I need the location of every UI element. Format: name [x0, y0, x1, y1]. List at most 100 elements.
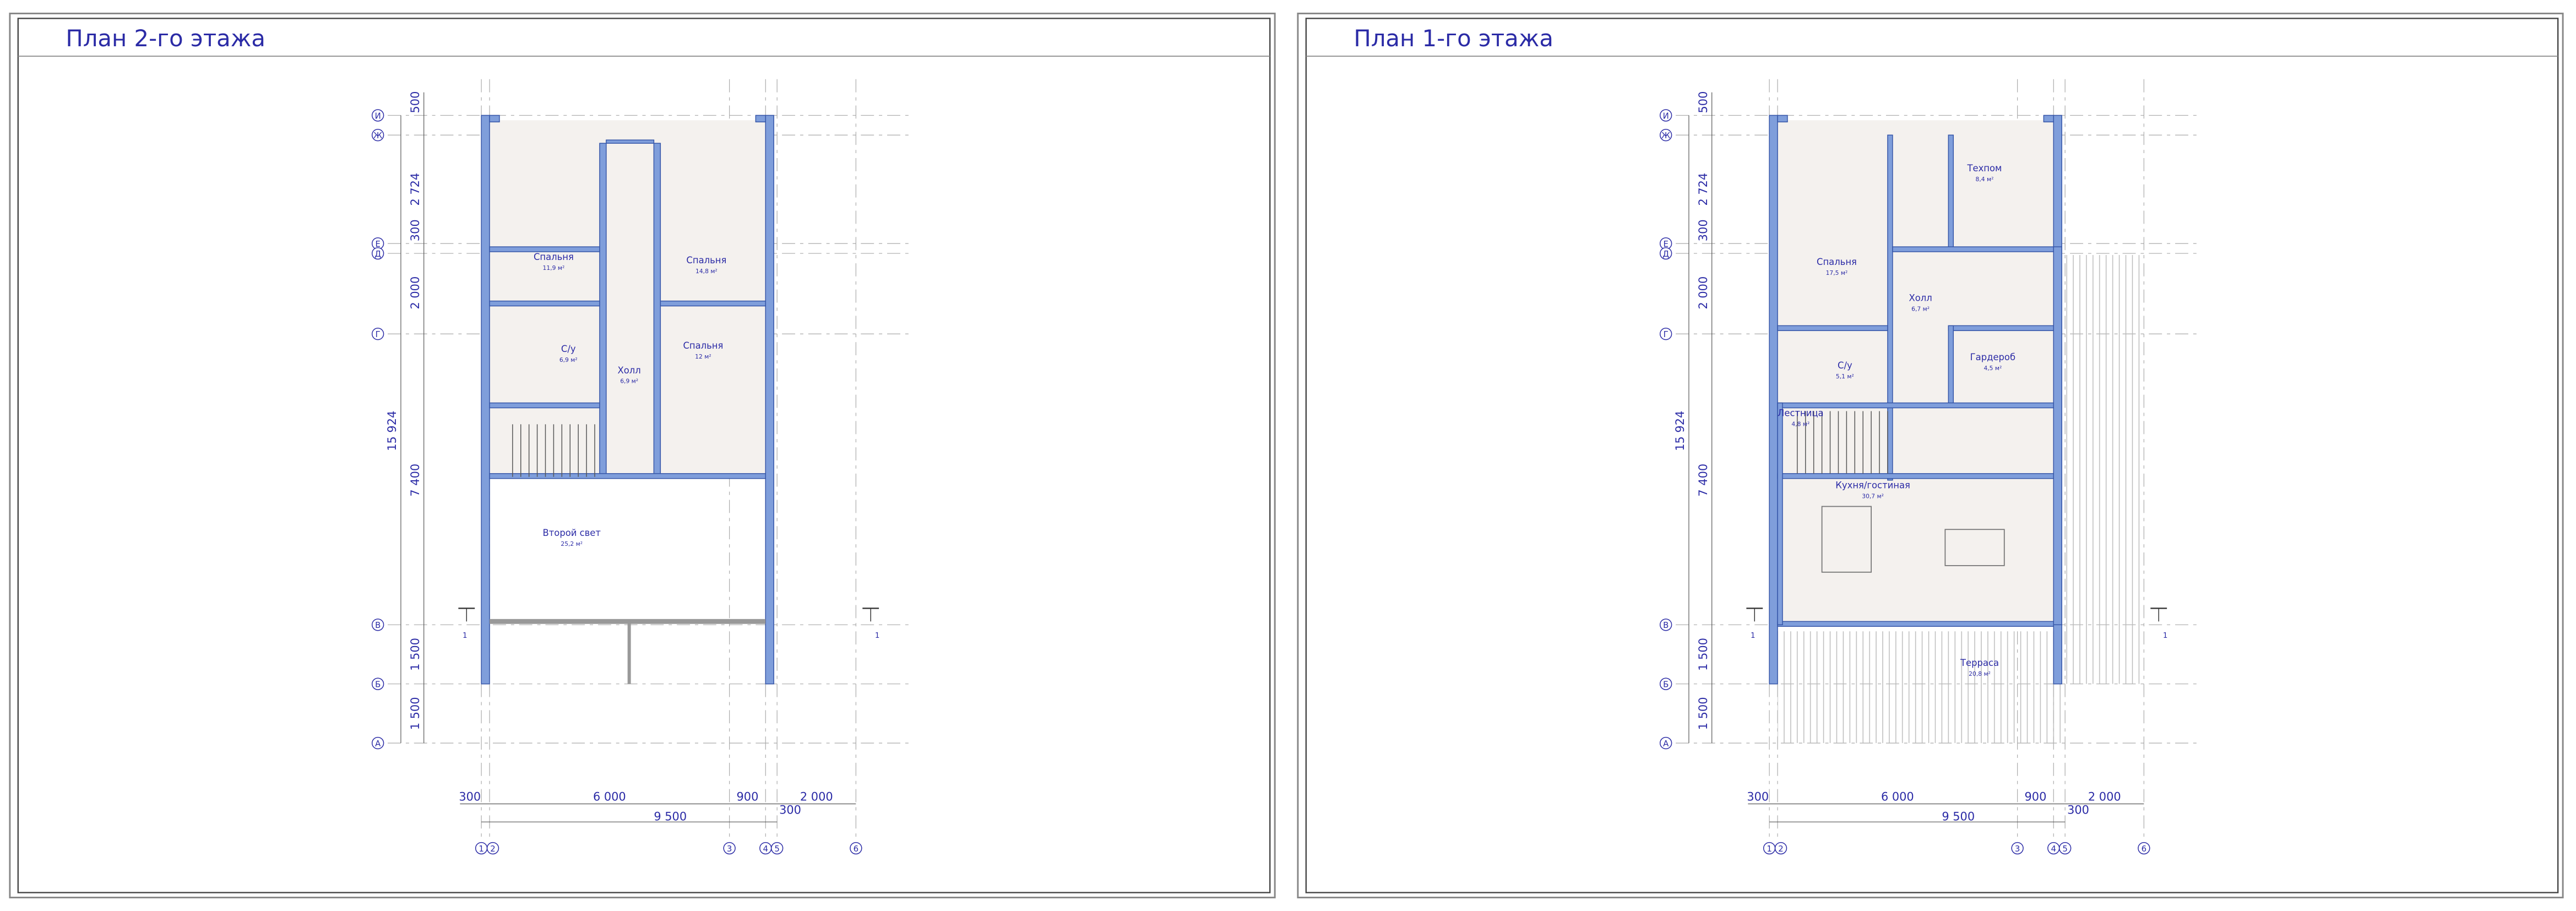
wall	[1777, 325, 1888, 332]
room-area: 14,8 м²	[695, 268, 718, 275]
room-area: 12 м²	[695, 353, 711, 360]
room-area: 4,5 м²	[1983, 365, 2002, 372]
sheet-title: План 1-го этажа	[1354, 25, 1553, 52]
room-area: 8,4 м²	[1976, 176, 1994, 183]
axis-number: 4	[2051, 844, 2056, 854]
axis-letter: В	[1663, 620, 1669, 630]
room-name: Холл	[1909, 293, 1932, 303]
axis-bubble	[371, 736, 384, 750]
room-area: 5,1 м²	[1836, 373, 1854, 380]
dim-label: 2 000	[800, 790, 833, 804]
axis-number: 6	[2142, 844, 2146, 854]
dim-label: 1 500	[1697, 697, 1710, 730]
dim-label: 900	[2025, 790, 2047, 804]
wall	[481, 115, 490, 685]
room-name: Спальня	[686, 255, 726, 265]
section-label: 1	[875, 632, 880, 640]
wall	[2053, 246, 2062, 626]
axis-bubble	[2138, 842, 2150, 855]
dim-label: 300	[459, 790, 481, 804]
dim-label: 9 500	[654, 810, 687, 823]
room-area: 4,8 м²	[1791, 420, 1809, 427]
axis-bubble	[2011, 842, 2024, 855]
wall	[489, 246, 600, 252]
sheet: План 1-го этажа Спальня 17,5 м² Техпом 8,4 м…	[1297, 12, 2564, 899]
room-name: Кухня/гостиная	[1835, 480, 1910, 491]
room-name: Спальня	[1817, 257, 1857, 267]
frame-inner	[17, 18, 1271, 893]
dim-label: 7 400	[409, 464, 422, 497]
dim-label: 1 500	[409, 638, 422, 671]
axis-number: 6	[854, 844, 858, 854]
section-label: 1	[1751, 632, 1756, 640]
frame	[9, 12, 1276, 899]
wall	[1777, 402, 1783, 626]
sheet: План 2-го этажа Спальня 11,9 м² Спальня 14,8…	[9, 12, 1276, 899]
wall	[1777, 115, 1788, 123]
axis-number: 1	[479, 844, 483, 854]
wall	[606, 139, 655, 144]
room-name: Гардероб	[1970, 352, 2015, 362]
wall	[653, 143, 661, 478]
room-area: 11,9 м²	[543, 264, 565, 272]
wall	[1948, 325, 2055, 332]
wall	[489, 115, 500, 123]
wall	[765, 115, 774, 685]
terrace	[2062, 255, 2144, 684]
axis-letter: Е	[1663, 239, 1668, 249]
room-area: 17,5 м²	[1826, 269, 1848, 276]
terrace	[1778, 631, 2066, 744]
wall	[755, 115, 767, 123]
wall	[1948, 325, 1954, 405]
axis-letter: И	[1663, 111, 1669, 121]
axis-letter: Д	[374, 249, 381, 259]
wall	[1769, 115, 1778, 685]
room-name: Спальня	[683, 340, 723, 351]
section-label: 1	[2163, 632, 2168, 640]
table	[1944, 529, 2005, 566]
wall	[489, 473, 767, 479]
axis-letter: А	[1663, 739, 1669, 749]
axis-letter: А	[375, 739, 381, 749]
axis-number: 5	[774, 844, 779, 854]
axis-bubble	[770, 842, 784, 855]
axis-number: 4	[763, 844, 768, 854]
room-name: Спальня	[534, 252, 574, 262]
room-name: Второй свет	[543, 528, 601, 538]
axis-bubble	[1659, 247, 1672, 260]
dim-label: 6 000	[593, 790, 626, 804]
axis-bubble	[850, 842, 862, 855]
frame-inner	[1305, 18, 2559, 893]
axis-letter: Г	[376, 329, 381, 339]
axis-bubble	[1774, 842, 1787, 855]
axis-bubble	[1659, 619, 1672, 631]
wall	[1777, 402, 2055, 409]
room-name: Техпом	[1967, 163, 2002, 173]
axis-bubble	[486, 842, 499, 855]
dim-label: 2 000	[1697, 276, 1710, 310]
room-name: Лестница	[1778, 408, 1824, 418]
dim-label: 300	[2067, 803, 2089, 816]
wall	[1892, 246, 2055, 252]
wall	[489, 300, 600, 307]
axis-bubble	[1659, 677, 1672, 690]
axis-bubble	[371, 109, 384, 122]
wall	[489, 402, 600, 409]
axis-bubble	[371, 328, 384, 340]
floor	[490, 120, 774, 477]
dim-label: 2 724	[409, 173, 422, 206]
axis-bubble	[371, 677, 384, 690]
wall	[1948, 134, 1954, 251]
axis-letter: Б	[375, 680, 381, 690]
dim-label: 2 000	[409, 276, 422, 310]
axis-letter: И	[375, 111, 381, 121]
room-name: С/у	[1838, 360, 1852, 371]
axis-number: 1	[1767, 844, 1771, 854]
wall	[1887, 134, 1893, 481]
dim-label: 500	[1697, 91, 1710, 113]
dim-label: 300	[1747, 790, 1769, 804]
axis-bubble	[2058, 842, 2072, 855]
dim-label: 6 000	[1881, 790, 1914, 804]
